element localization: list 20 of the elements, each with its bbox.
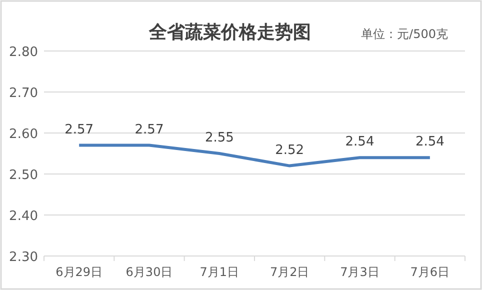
y-tick-label: 2.70 bbox=[9, 86, 38, 101]
y-tick-label: 2.50 bbox=[9, 168, 38, 183]
data-label: 2.54 bbox=[345, 134, 374, 150]
data-label: 2.57 bbox=[134, 122, 164, 138]
data-label: 2.54 bbox=[415, 134, 444, 150]
y-tick-label: 2.60 bbox=[9, 127, 38, 142]
x-tick-label: 7月1日 bbox=[200, 265, 240, 279]
y-tick-label: 2.80 bbox=[9, 45, 38, 60]
text: 单位：元/500克 bbox=[361, 27, 448, 41]
y-tick-label: 2.30 bbox=[9, 250, 38, 265]
x-tick-label: 7月3日 bbox=[340, 265, 380, 279]
x-tick-label: 6月29日 bbox=[56, 265, 103, 279]
data-label: 2.52 bbox=[275, 142, 304, 158]
x-tick-label: 7月6日 bbox=[410, 265, 450, 279]
data-label: 2.57 bbox=[64, 122, 94, 138]
y-tick-label: 2.40 bbox=[9, 209, 38, 224]
chart-title: 全省蔬菜价格走势图 bbox=[148, 22, 311, 43]
x-tick-label: 7月2日 bbox=[270, 265, 310, 279]
data-label: 2.55 bbox=[204, 130, 234, 146]
x-tick-label: 6月30日 bbox=[126, 265, 173, 279]
